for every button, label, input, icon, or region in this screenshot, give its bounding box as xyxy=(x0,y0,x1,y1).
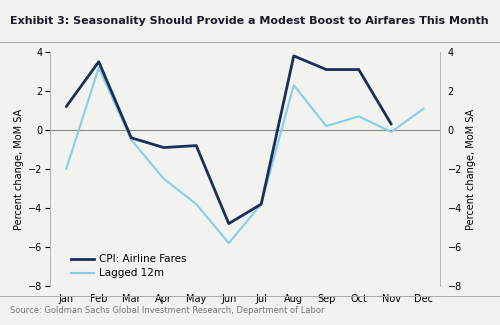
Y-axis label: Percent change, MoM SA: Percent change, MoM SA xyxy=(466,109,476,229)
Legend: CPI: Airline Fares, Lagged 12m: CPI: Airline Fares, Lagged 12m xyxy=(71,254,186,279)
Y-axis label: Percent change, MoM SA: Percent change, MoM SA xyxy=(14,109,24,229)
Text: Source: Goldman Sachs Global Investment Research, Department of Labor: Source: Goldman Sachs Global Investment … xyxy=(10,306,324,315)
Text: Exhibit 3: Seasonality Should Provide a Modest Boost to Airfares This Month: Exhibit 3: Seasonality Should Provide a … xyxy=(10,16,488,26)
